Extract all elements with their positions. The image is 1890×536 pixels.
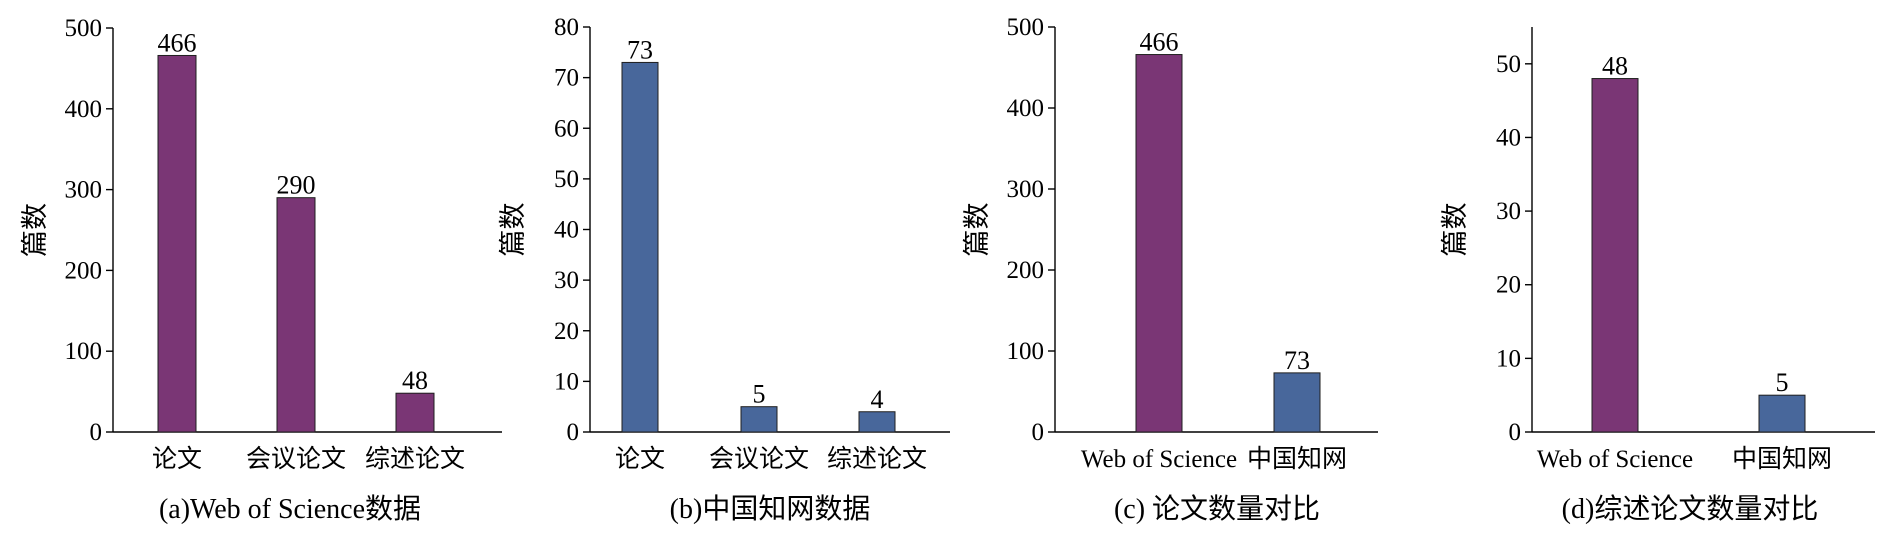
chart4-y-tick-label: 10: [1496, 345, 1521, 372]
chart3-category-label: Web of Science: [1081, 446, 1237, 473]
chart2-data-label: 4: [871, 385, 884, 414]
chart2-y-tick-label: 70: [554, 65, 579, 92]
chart4-category-label: 中国知网: [1732, 445, 1832, 473]
chart3-bar: [1273, 372, 1321, 433]
chart1-data-label: 466: [158, 28, 197, 57]
chart4-y-tick-label: 20: [1496, 272, 1521, 299]
chart2-y-axis-label: 篇数: [498, 203, 528, 257]
chart2-caption: (b)中国知网数据: [670, 493, 871, 525]
chart3-y-tick-label: 200: [1007, 257, 1045, 284]
chart3-data-label: 73: [1284, 346, 1310, 375]
chart1-y-axis-label: 篇数: [20, 203, 50, 257]
chart2-bar: [858, 411, 896, 433]
chart1-y-tick-label: 500: [65, 15, 103, 42]
chart1-caption: (a)Web of Science数据: [159, 493, 421, 525]
chart2-data-label: 73: [627, 35, 653, 64]
chart4-y-tick-label: 50: [1496, 51, 1521, 78]
chart1-bar: [395, 392, 435, 433]
chart4-category-label: Web of Science: [1537, 446, 1693, 473]
chart2-category-label: 综述论文: [827, 445, 927, 473]
chart4-caption: (d)综述论文数量对比: [1562, 493, 1819, 525]
chart3-category-label: 中国知网: [1247, 445, 1347, 473]
chart1-category-label: 论文: [152, 445, 202, 473]
chart1-y-tick-label: 0: [90, 419, 103, 446]
chart3-y-tick-label: 300: [1007, 176, 1045, 203]
chart4-y-tick-label: 0: [1509, 419, 1522, 446]
chart2-y-tick-label: 40: [554, 217, 579, 244]
chart1-y-tick-label: 400: [65, 96, 103, 123]
chart1-y-tick-label: 100: [65, 338, 103, 365]
chart3-caption: (c) 论文数量对比: [1114, 493, 1320, 525]
chart2-y-tick-label: 60: [554, 115, 579, 142]
chart3-y-tick-label: 100: [1007, 338, 1045, 365]
chart4-data-label: 5: [1776, 368, 1789, 397]
chart3-data-label: 466: [1140, 28, 1179, 57]
chart4-y-axis-label: 篇数: [1440, 203, 1470, 257]
chart2-y-tick-label: 50: [554, 166, 579, 193]
chart1-y-tick-label: 300: [65, 177, 103, 204]
chart2-category-label: 会议论文: [709, 445, 809, 473]
chart2-y-tick-label: 10: [554, 368, 579, 395]
chart2-y-tick-label: 80: [554, 14, 579, 41]
chart1-category-label: 会议论文: [246, 445, 346, 473]
chart4-y-tick-label: 40: [1496, 124, 1521, 151]
chart1-category-label: 综述论文: [365, 445, 465, 473]
chart3-bar: [1135, 54, 1183, 433]
chart1-data-label: 48: [402, 366, 428, 395]
chart1-bar: [157, 54, 197, 433]
chart3-y-tick-label: 400: [1007, 95, 1045, 122]
chart2-y-tick-label: 0: [567, 419, 580, 446]
chart2-bar: [621, 61, 659, 433]
chart2-category-label: 论文: [615, 445, 665, 473]
chart1-y-tick-label: 200: [65, 257, 103, 284]
chart4-bar: [1758, 394, 1806, 433]
chart2-y-tick-label: 30: [554, 267, 579, 294]
chart4-y-tick-label: 30: [1496, 198, 1521, 225]
chart4-data-label: 48: [1602, 52, 1628, 81]
chart3-y-tick-label: 0: [1032, 419, 1045, 446]
chart3-y-axis-label: 篇数: [962, 203, 992, 257]
chart2-y-tick-label: 20: [554, 318, 579, 345]
chart1-bar: [276, 197, 316, 433]
chart3-y-tick-label: 500: [1007, 14, 1045, 41]
chart1-data-label: 290: [277, 171, 316, 200]
chart2-bar: [740, 406, 778, 433]
chart2-data-label: 5: [753, 380, 766, 409]
chart4-bar: [1591, 78, 1639, 433]
